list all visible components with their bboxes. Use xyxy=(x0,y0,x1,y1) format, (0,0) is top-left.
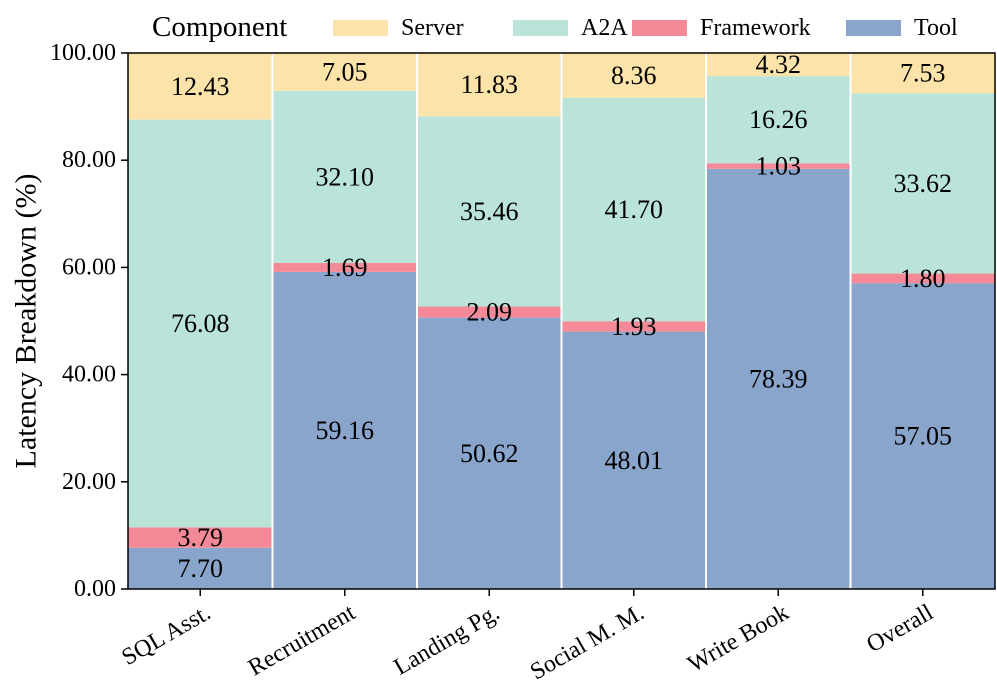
data-label-tool-social-m-m: 48.01 xyxy=(605,446,664,475)
bar-tool-social-m-m xyxy=(561,331,706,589)
data-label-tool-sql-asst: 7.70 xyxy=(178,554,224,583)
bars-layer xyxy=(128,53,995,590)
data-label-server-recruitment: 7.05 xyxy=(322,57,368,86)
x-tick-label-sql-asst: SQL Asst. xyxy=(118,600,216,671)
bar-server-recruitment xyxy=(272,53,417,91)
y-tick-label: 100.00 xyxy=(50,40,116,66)
data-label-server-sql-asst: 12.43 xyxy=(171,72,230,101)
bar-server-write-book xyxy=(706,53,851,77)
bar-framework-recruitment xyxy=(272,262,417,272)
y-tick-label: 0.00 xyxy=(74,576,116,602)
bar-framework-landing-pg xyxy=(417,306,562,318)
data-label-tool-recruitment: 59.16 xyxy=(316,416,375,445)
bar-server-sql-asst xyxy=(128,53,273,120)
y-tick-label: 20.00 xyxy=(62,469,116,495)
bar-a2a-write-book xyxy=(706,76,851,164)
bar-framework-overall xyxy=(850,273,995,284)
y-axis-label: Latency Breakdown (%) xyxy=(10,174,43,469)
legend-swatch-tool xyxy=(846,20,901,36)
bar-a2a-overall xyxy=(850,93,995,274)
bar-a2a-landing-pg xyxy=(417,116,562,307)
bar-tool-landing-pg xyxy=(417,317,562,589)
bar-a2a-social-m-m xyxy=(561,97,706,322)
bar-tool-sql-asst xyxy=(128,547,273,589)
data-label-a2a-sql-asst: 76.08 xyxy=(171,309,230,338)
data-label-framework-sql-asst: 3.79 xyxy=(178,523,224,552)
legend: Component Server A2A Framework Tool xyxy=(152,11,958,43)
data-label-tool-landing-pg: 50.62 xyxy=(460,439,519,468)
data-label-server-write-book: 4.32 xyxy=(756,50,802,79)
y-tick-label: 80.00 xyxy=(62,147,116,173)
data-label-a2a-overall: 33.62 xyxy=(894,169,953,198)
bar-tool-recruitment xyxy=(272,271,417,589)
legend-swatch-a2a xyxy=(513,20,568,36)
legend-label-a2a: A2A xyxy=(581,15,628,41)
bar-framework-social-m-m xyxy=(561,321,706,332)
data-label-framework-recruitment: 1.69 xyxy=(322,253,368,282)
data-label-framework-write-book: 1.03 xyxy=(756,152,802,181)
x-tick-label-recruitment: Recruitment xyxy=(244,599,360,681)
legend-swatch-server xyxy=(333,20,388,36)
data-label-framework-landing-pg: 2.09 xyxy=(467,298,513,327)
legend-label-framework: Framework xyxy=(700,15,811,41)
x-tick-label-social-m-m: Social M. M. xyxy=(526,600,649,686)
data-label-framework-overall: 1.80 xyxy=(900,264,946,293)
bar-a2a-recruitment xyxy=(272,90,417,263)
bar-tool-write-book xyxy=(706,168,851,590)
bar-server-overall xyxy=(850,53,995,94)
x-tick-label-landing-pg: Landing Pg. xyxy=(390,600,505,681)
bar-framework-write-book xyxy=(706,163,851,169)
data-label-server-landing-pg: 11.83 xyxy=(460,70,518,99)
bar-framework-sql-asst xyxy=(128,527,273,548)
data-label-server-social-m-m: 8.36 xyxy=(611,61,657,90)
data-label-a2a-social-m-m: 41.70 xyxy=(605,195,664,224)
legend-label-server: Server xyxy=(401,15,464,41)
segment-labels-layer: 7.703.79 76.08 12.43 59.16 1.69 32.10 7.05 50.6… xyxy=(171,50,952,583)
data-label-tool-overall: 57.05 xyxy=(894,422,953,451)
data-label-a2a-recruitment: 32.10 xyxy=(316,162,375,191)
x-tick-label-write-book: Write Book xyxy=(684,600,794,678)
bar-tool-overall xyxy=(850,283,995,589)
legend-title: Component xyxy=(152,11,287,43)
bar-server-social-m-m xyxy=(561,53,706,98)
bar-server-landing-pg xyxy=(417,53,562,117)
legend-swatch-framework xyxy=(632,20,687,36)
x-tick-label-overall: Overall xyxy=(862,599,938,658)
data-label-tool-write-book: 78.39 xyxy=(749,364,808,393)
bar-a2a-sql-asst xyxy=(128,119,273,528)
data-label-a2a-landing-pg: 35.46 xyxy=(460,197,519,226)
y-tick-label: 60.00 xyxy=(62,254,116,280)
y-tick-label: 40.00 xyxy=(62,362,116,388)
legend-label-tool: Tool xyxy=(914,15,958,41)
plot-frame xyxy=(127,52,996,590)
data-label-a2a-write-book: 16.26 xyxy=(749,105,808,134)
data-label-server-overall: 7.53 xyxy=(900,59,946,88)
data-label-framework-social-m-m: 1.93 xyxy=(611,312,657,341)
